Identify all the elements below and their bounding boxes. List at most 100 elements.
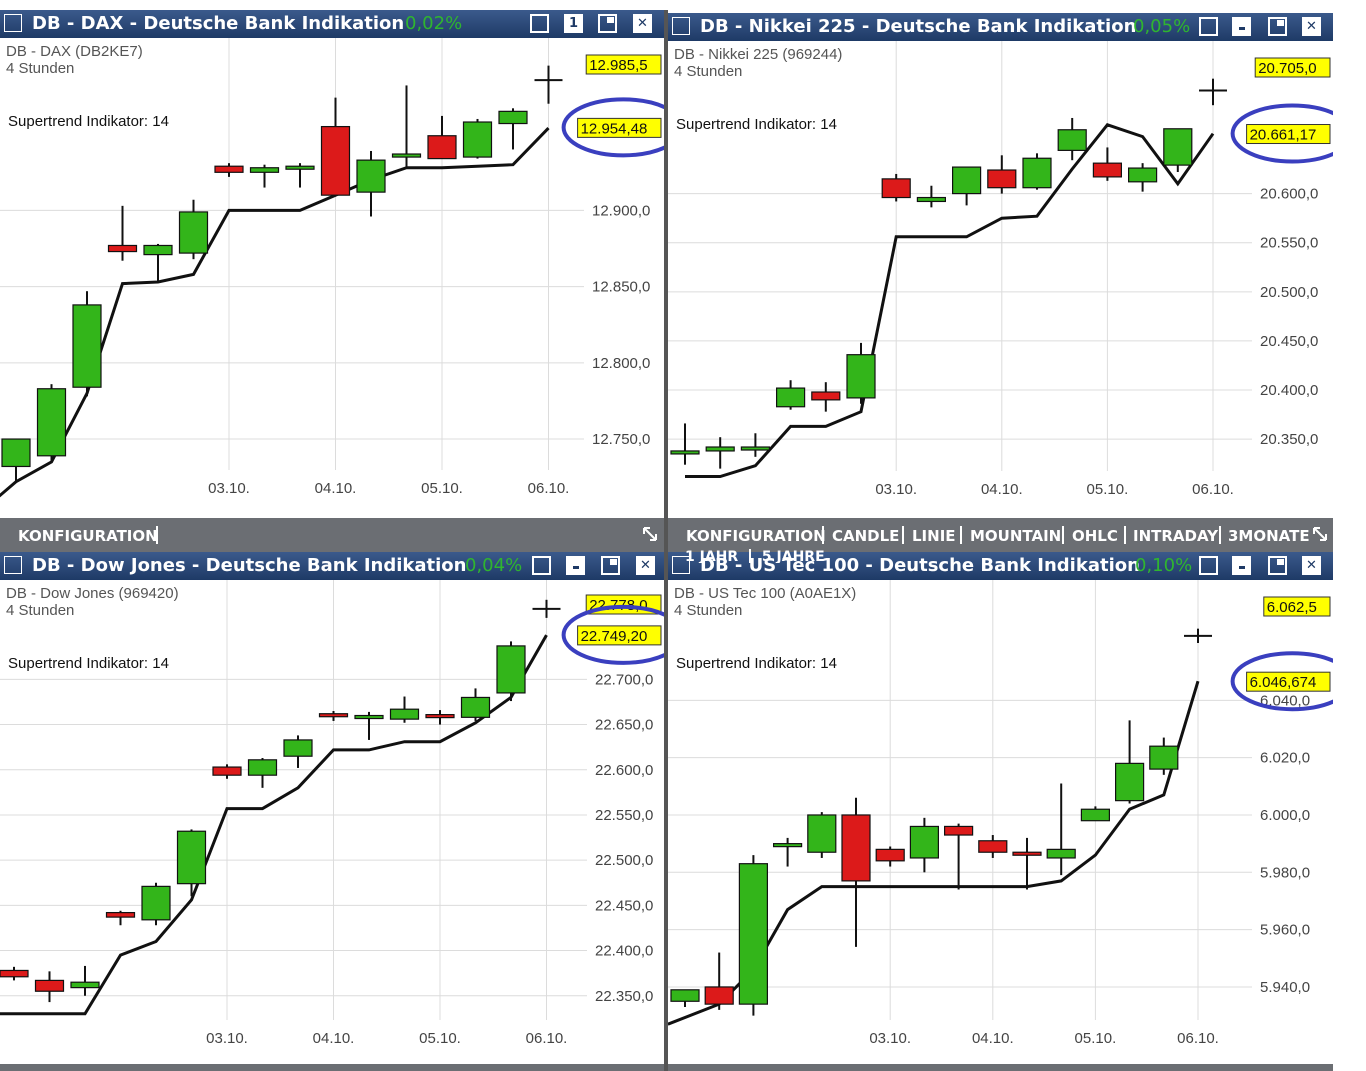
candle-up <box>1057 129 1087 151</box>
y-tick-label: 5.960,0 <box>1260 922 1310 939</box>
number-one-icon[interactable]: 1 <box>564 14 583 33</box>
y-tick-label: 20.500,0 <box>1260 284 1318 301</box>
candle-up <box>670 450 700 455</box>
x-tick-label: 06.10. <box>1192 481 1234 498</box>
candle-down <box>105 911 136 918</box>
candle-up <box>1046 848 1076 859</box>
1-jahr-button[interactable]: 1 JAHR <box>685 549 739 563</box>
y-tick-label: 22.650,0 <box>595 717 653 734</box>
minimize-icon[interactable] <box>1232 17 1251 36</box>
candle-down <box>425 714 455 719</box>
restore-window-icon[interactable] <box>598 14 617 33</box>
window-title: DB - Dow Jones - Deutsche Bank Indikatio… <box>32 555 467 576</box>
instrument-subtitle: DB - Dow Jones (969420) <box>6 585 179 602</box>
y-tick-label: 20.600,0 <box>1260 186 1318 203</box>
supertrend-line <box>0 634 548 1016</box>
y-tick-label: 5.980,0 <box>1260 864 1310 881</box>
close-icon[interactable]: ✕ <box>1302 556 1321 575</box>
linie-button[interactable]: LINIE <box>912 527 956 545</box>
center-divider <box>664 10 668 1071</box>
candle-up <box>462 121 493 158</box>
konfiguration-button[interactable]: KONFIGURATION <box>686 527 826 545</box>
candle-down <box>987 169 1017 189</box>
price-label-box <box>1263 596 1331 617</box>
y-tick-label: 22.400,0 <box>595 943 653 960</box>
minimize-icon[interactable] <box>566 556 585 575</box>
toolbar-overflow: 1 JAHR 5 JAHRE <box>685 549 825 563</box>
candle-up <box>846 354 876 399</box>
close-icon[interactable]: ✕ <box>633 14 652 33</box>
checkbox-icon[interactable] <box>532 556 551 575</box>
y-tick-label: 22.450,0 <box>595 897 653 914</box>
intraday-button[interactable]: INTRADAY <box>1133 527 1219 545</box>
restore-window-icon[interactable] <box>1268 17 1287 36</box>
nikkei-titlebar[interactable]: DB - Nikkei 225 - Deutsche Bank Indikati… <box>668 13 1333 41</box>
resize-icon[interactable] <box>1312 526 1328 542</box>
candle-up <box>1080 808 1110 822</box>
candle-button[interactable]: CANDLE <box>832 527 900 545</box>
candle-up <box>72 304 102 388</box>
candle-up <box>356 159 386 193</box>
candle-up <box>496 645 526 694</box>
supertrend-line <box>0 127 550 498</box>
price-label-text: 20.661,17 <box>1250 127 1317 144</box>
y-tick-label: 6.000,0 <box>1260 807 1310 824</box>
change-percent: 0,05% <box>1133 16 1191 37</box>
price-label-box <box>1254 57 1331 78</box>
x-tick-label: 05.10. <box>419 1030 461 1047</box>
indicator-label: Supertrend Indikator: 14 <box>8 113 169 130</box>
candle-up <box>70 981 100 989</box>
x-tick-label: 03.10. <box>875 481 917 498</box>
price-label-text: 22.749,20 <box>581 628 648 645</box>
candle-down <box>1012 851 1042 856</box>
mountain-button[interactable]: MOUNTAIN <box>970 527 1062 545</box>
5-jahre-button[interactable]: 5 JAHRE <box>761 549 825 563</box>
dow-jones-titlebar[interactable]: DB - Dow Jones - Deutsche Bank Indikatio… <box>0 552 664 580</box>
candle-down <box>34 979 65 992</box>
ohlc-button[interactable]: OHLC <box>1072 527 1118 545</box>
nikkei-candlestick-chart: 20.350,0 20.400,0 20.450,0 20.500,0 20.550,0… <box>668 41 1333 498</box>
us-tec-titlebar[interactable]: DB - US Tec 100 - Deutsche Bank Indikati… <box>668 552 1333 580</box>
candle-up <box>1149 745 1179 770</box>
checkbox-icon[interactable] <box>530 14 549 33</box>
checkbox-icon[interactable] <box>1199 17 1218 36</box>
resize-icon[interactable] <box>642 526 658 542</box>
checkbox-icon[interactable] <box>1199 556 1218 575</box>
y-tick-label: 22.600,0 <box>595 762 653 779</box>
chart-app-icon <box>672 17 690 35</box>
change-percent: 0,10% <box>1135 555 1193 576</box>
toolbar-separator <box>1124 526 1126 544</box>
candle-up <box>249 167 280 173</box>
close-icon[interactable]: ✕ <box>636 556 655 575</box>
chart-app-icon <box>672 556 690 574</box>
x-tick-label: 05.10. <box>421 480 463 497</box>
candle-down <box>978 840 1008 853</box>
toolbar-separator <box>960 526 962 544</box>
candle-down <box>0 969 29 978</box>
close-icon[interactable]: ✕ <box>1302 17 1321 36</box>
3monate-button[interactable]: 3MONATE <box>1228 527 1310 545</box>
interval-label: 4 Stunden <box>6 60 74 77</box>
y-tick-label: 20.450,0 <box>1260 333 1318 350</box>
candle-up <box>176 830 207 885</box>
instrument-subtitle: DB - Nikkei 225 (969244) <box>674 46 842 63</box>
change-percent: 0,02% <box>405 13 463 34</box>
interval-label: 4 Stunden <box>674 63 742 80</box>
restore-window-icon[interactable] <box>1268 556 1287 575</box>
highlight-circle <box>561 97 664 158</box>
dax-titlebar[interactable]: DB - DAX - Deutsche Bank Indikation 0,02… <box>0 10 664 38</box>
candle-up <box>143 244 173 256</box>
y-tick-label: 22.700,0 <box>595 671 653 688</box>
supertrend-line <box>668 680 1200 1026</box>
y-tick-label: 12.850,0 <box>592 279 650 296</box>
instrument-subtitle: DB - US Tec 100 (A0AE1X) <box>674 585 856 602</box>
konfiguration-button[interactable]: KONFIGURATION <box>18 527 158 545</box>
candle-up <box>909 825 939 859</box>
window-title: DB - Nikkei 225 - Deutsche Bank Indikati… <box>700 16 1137 37</box>
toolbar-separator <box>902 526 904 544</box>
price-label-box <box>577 117 662 138</box>
price-label-text: 12.954,48 <box>581 120 648 137</box>
y-tick-label: 20.550,0 <box>1260 235 1318 252</box>
minimize-icon[interactable] <box>1232 556 1251 575</box>
restore-window-icon[interactable] <box>601 556 620 575</box>
